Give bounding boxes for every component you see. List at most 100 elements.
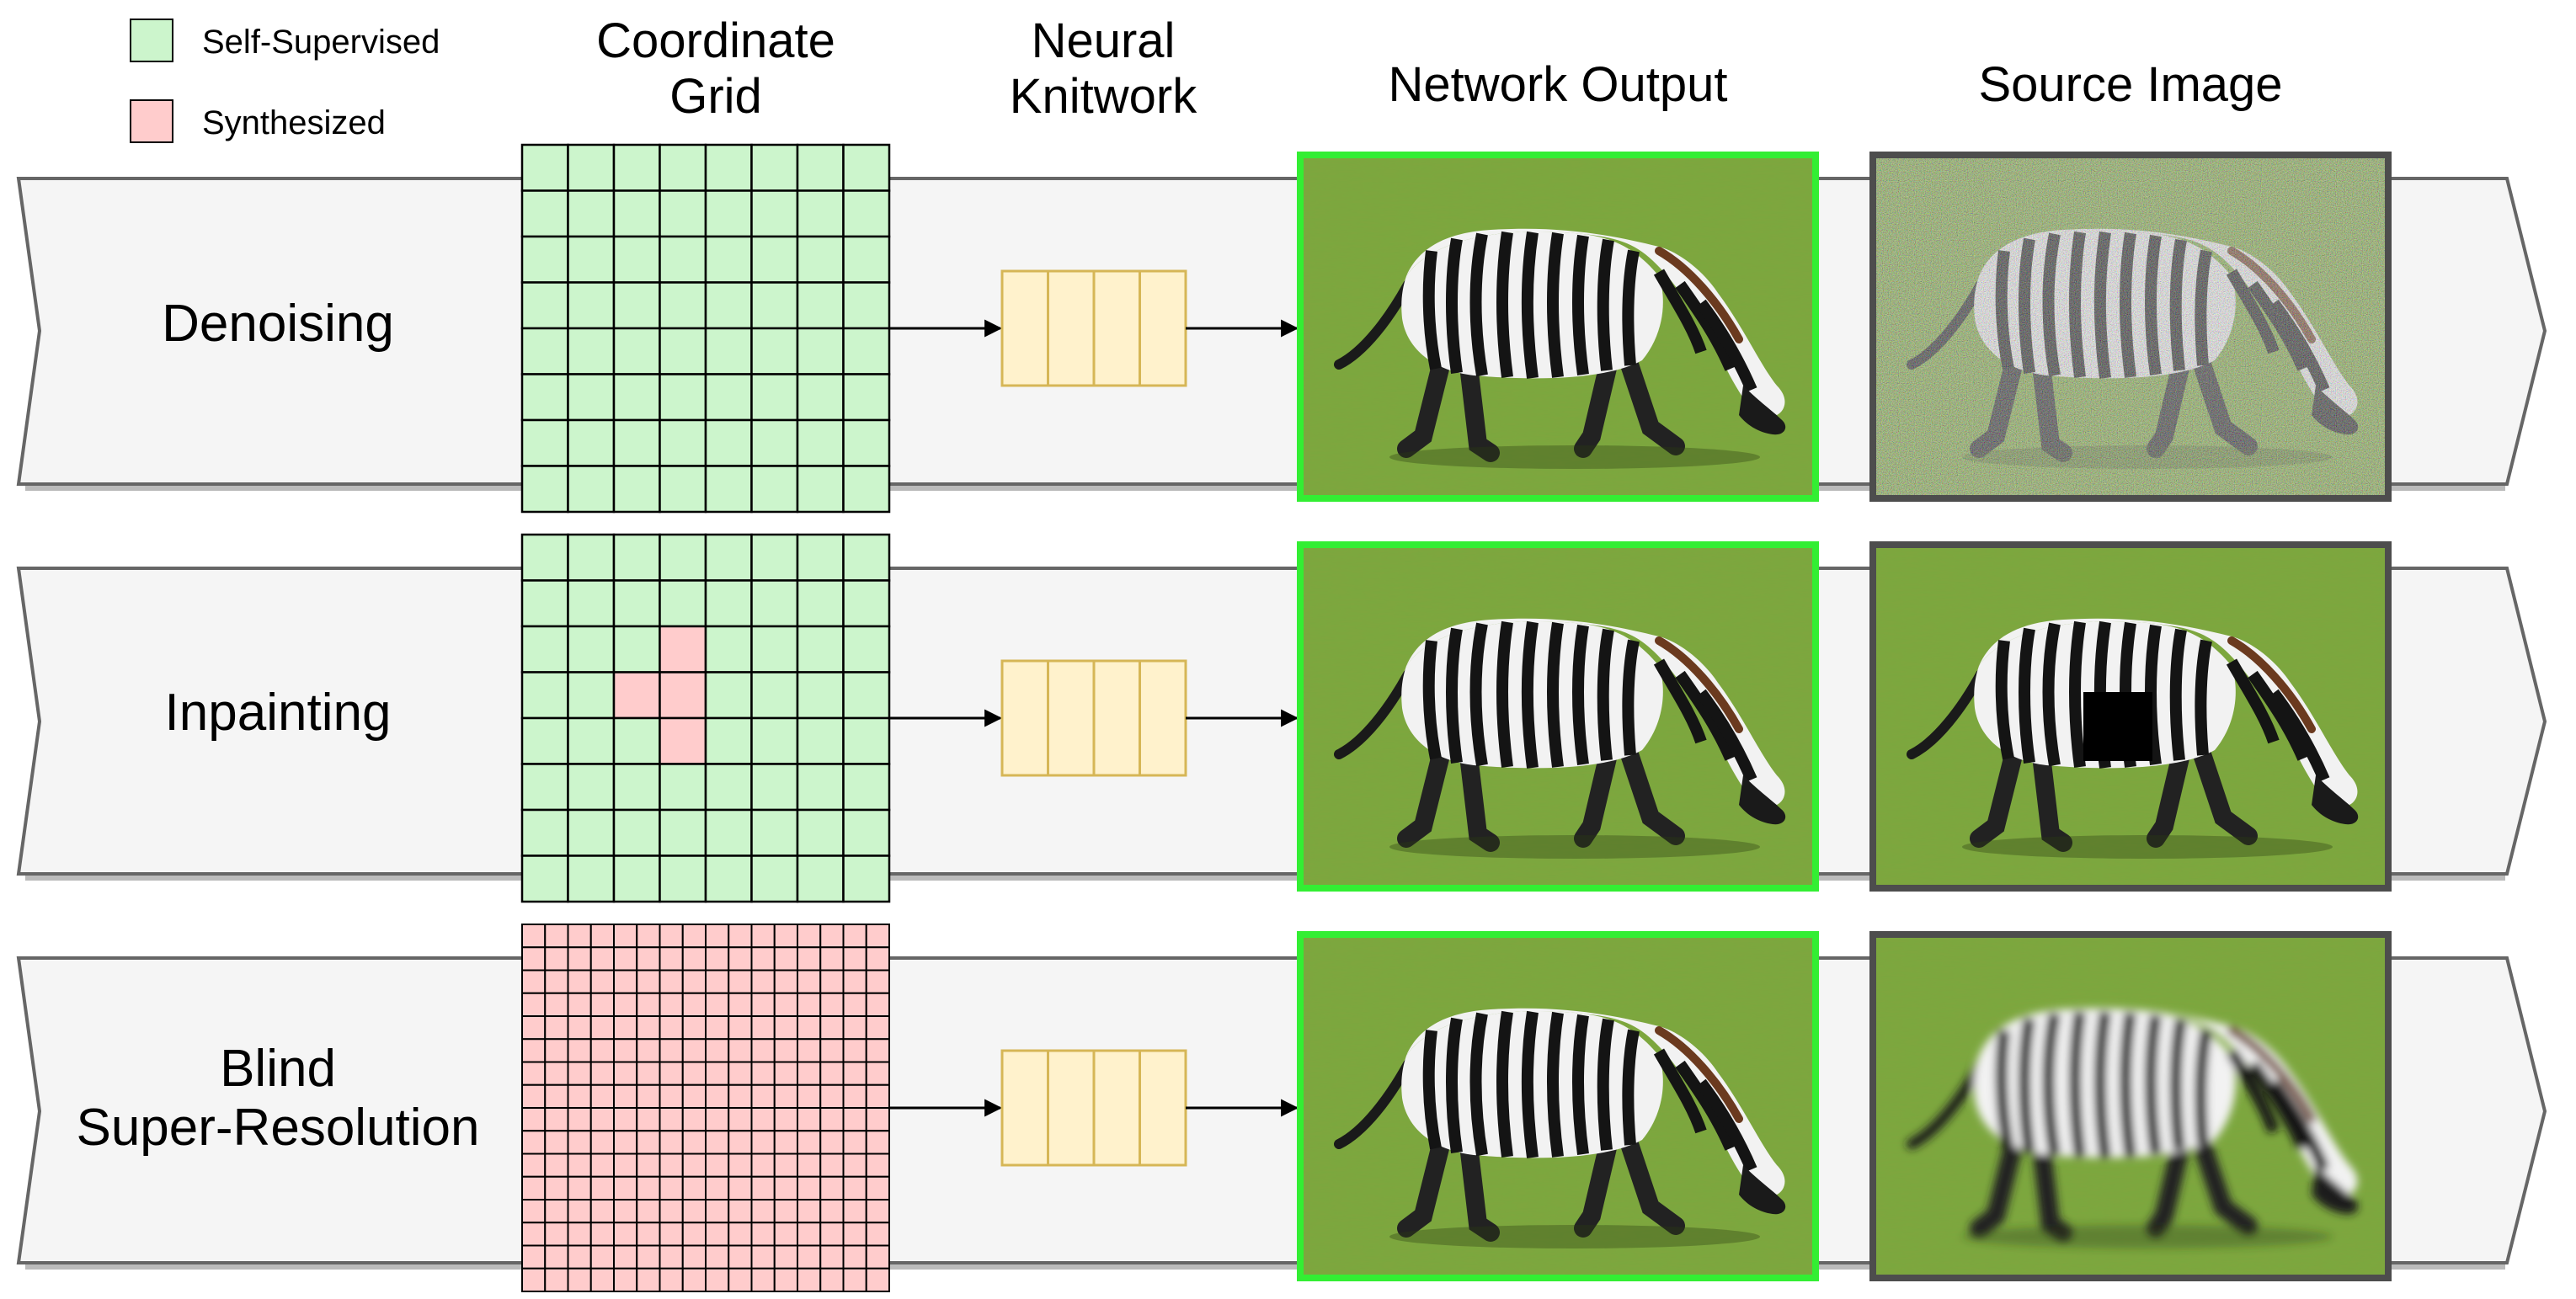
grid-cell-self-supervised <box>842 373 891 422</box>
grid-cell-self-supervised <box>612 808 661 857</box>
grid-cell-self-supervised <box>842 143 891 192</box>
grid-cell-synthesized <box>636 1267 661 1292</box>
grid-cell-self-supervised <box>704 327 753 375</box>
grid-cell-synthesized <box>567 924 592 949</box>
grid-cell-synthesized <box>659 1267 684 1292</box>
grid-cell-synthesized <box>865 946 890 972</box>
grid-cell-synthesized <box>567 1153 592 1178</box>
grid-cell-synthesized <box>750 1175 776 1201</box>
grid-cell-synthesized <box>613 1130 638 1155</box>
grid-cell-synthesized <box>728 1107 753 1132</box>
grid-cell-synthesized <box>567 969 592 994</box>
grid-cell-synthesized <box>750 1267 776 1292</box>
grid-cell-synthesized <box>728 1015 753 1041</box>
grid-cell-synthesized <box>659 1130 684 1155</box>
grid-cell-synthesized <box>750 992 776 1017</box>
header-coordinate-grid-line2: Grid <box>669 68 762 124</box>
grid-cell-synthesized <box>636 1175 661 1201</box>
grid-cell-self-supervised <box>750 143 799 192</box>
grid-cell-synthesized <box>773 946 798 972</box>
grid-cell-self-supervised <box>704 808 753 857</box>
grid-cell-synthesized <box>728 1244 753 1270</box>
grid-cell-synthesized <box>842 1244 867 1270</box>
grid-cell-synthesized <box>589 946 615 972</box>
legend-swatch-self-supervised <box>130 19 173 62</box>
grid-cell-synthesized <box>659 1244 684 1270</box>
grid-cell-synthesized <box>613 992 638 1017</box>
grid-cell-self-supervised <box>612 327 661 375</box>
grid-cell-self-supervised <box>796 418 845 467</box>
grid-cell-self-supervised <box>796 373 845 422</box>
grid-cell-synthesized <box>842 1153 867 1178</box>
grid-cell-synthesized <box>544 946 569 972</box>
grid-cell-self-supervised <box>612 465 661 514</box>
source-image <box>1869 931 2392 1281</box>
grid-cell-synthesized <box>567 1107 592 1132</box>
grid-cell-synthesized <box>613 969 638 994</box>
flow-denoising <box>889 269 1299 387</box>
grid-cell-synthesized <box>728 1175 753 1201</box>
grid-cell-synthesized <box>728 1199 753 1224</box>
grid-cell-synthesized <box>589 992 615 1017</box>
grid-cell-synthesized <box>681 1153 707 1178</box>
grid-cell-synthesized <box>797 924 822 949</box>
images-super-resolution <box>1297 931 2392 1281</box>
grid-cell-synthesized <box>728 1130 753 1155</box>
header-source-image: Source Image <box>1978 57 2283 112</box>
grid-cell-self-supervised <box>520 418 569 467</box>
grid-cell-synthesized <box>750 1222 776 1247</box>
grid-cell-synthesized <box>797 1015 822 1041</box>
grid-cell-self-supervised <box>520 625 569 673</box>
grid-cell-self-supervised <box>750 189 799 238</box>
grid-cell-synthesized <box>750 1061 776 1086</box>
grid-cell-self-supervised <box>704 281 753 330</box>
grid-cell-synthesized <box>728 1083 753 1109</box>
grid-cell-self-supervised <box>750 533 799 582</box>
grid-cell-synthesized <box>750 1130 776 1155</box>
grid-cell-synthesized <box>613 1038 638 1063</box>
grid-cell-synthesized <box>544 1038 569 1063</box>
header-neural-knitwork-line1: Neural <box>1031 13 1176 68</box>
grid-cell-self-supervised <box>520 533 569 582</box>
grid-cell-self-supervised <box>704 671 753 720</box>
legend-label-synthesized: Synthesized <box>202 104 386 141</box>
grid-cell-self-supervised <box>567 763 616 812</box>
grid-cell-synthesized <box>613 946 638 972</box>
grid-cell-synthesized <box>544 1175 569 1201</box>
grid-cell-synthesized <box>521 1199 547 1224</box>
grid-cell-synthesized <box>589 1130 615 1155</box>
grid-cell-self-supervised <box>750 465 799 514</box>
grid-cell-synthesized <box>636 1244 661 1270</box>
grid-cell-synthesized <box>797 1267 822 1292</box>
grid-cell-synthesized <box>681 1015 707 1041</box>
grid-cell-self-supervised <box>842 533 891 582</box>
grid-cell-synthesized <box>865 1199 890 1224</box>
grid-cell-synthesized <box>865 1222 890 1247</box>
grid-cell-synthesized <box>865 1083 890 1109</box>
grid-cell-synthesized <box>544 1153 569 1178</box>
grid-cell-synthesized <box>773 1130 798 1155</box>
grid-cell-synthesized <box>544 924 569 949</box>
grid-cell-synthesized <box>819 1199 845 1224</box>
grid-cell-self-supervised <box>796 854 845 903</box>
flow-super-resolution <box>889 1049 1299 1167</box>
knitwork-layer <box>1047 1049 1096 1167</box>
grid-cell-synthesized <box>750 1153 776 1178</box>
grid-cell-synthesized <box>842 924 867 949</box>
grid-cell-self-supervised <box>842 235 891 284</box>
grid-cell-self-supervised <box>796 533 845 582</box>
grid-cell-synthesized <box>797 1244 822 1270</box>
grid-cell-synthesized <box>797 1199 822 1224</box>
grid-cell-synthesized <box>819 1061 845 1086</box>
grid-cell-synthesized <box>705 946 730 972</box>
task-label-super-resolution-line2: Super-Resolution <box>76 1099 480 1158</box>
grid-cell-self-supervised <box>704 533 753 582</box>
grid-cell-synthesized <box>819 946 845 972</box>
grid-cell-synthesized <box>521 969 547 994</box>
grid-cell-synthesized <box>544 1267 569 1292</box>
network-output-image <box>1297 152 1819 502</box>
grid-cell-synthesized <box>567 1222 592 1247</box>
grid-cell-self-supervised <box>750 716 799 765</box>
source-image-border <box>1869 931 2392 1281</box>
grid-cell-synthesized <box>797 969 822 994</box>
